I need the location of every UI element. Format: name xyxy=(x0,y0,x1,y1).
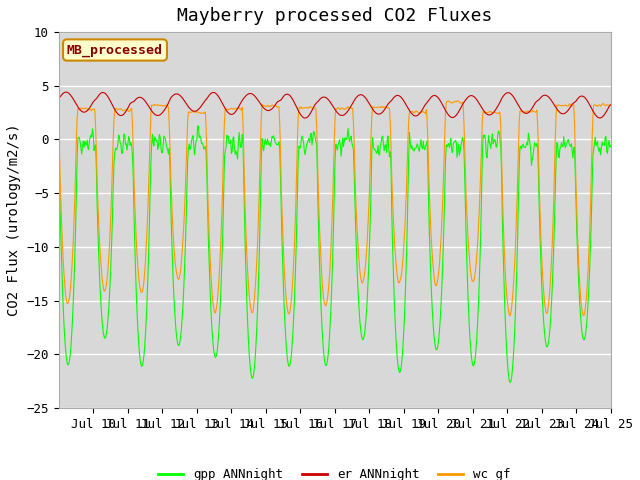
gpp_ANNnight xyxy=(207,317,215,323)
gpp_ANNnight xyxy=(122,142,129,147)
gpp_ANNnight xyxy=(607,143,614,148)
Line: gpp_ANNnight: gpp_ANNnight xyxy=(59,126,611,383)
wc_gf xyxy=(122,107,129,113)
Y-axis label: CO2 Flux (urology/m2/s): CO2 Flux (urology/m2/s) xyxy=(7,124,21,316)
wc_gf xyxy=(55,123,63,129)
gpp_ANNnight xyxy=(65,361,72,367)
er_ANNnight xyxy=(63,89,70,95)
Legend: gpp_ANNnight, er_ANNnight, wc_gf: gpp_ANNnight, er_ANNnight, wc_gf xyxy=(154,463,516,480)
gpp_ANNnight xyxy=(419,146,426,152)
er_ANNnight xyxy=(403,104,411,109)
gpp_ANNnight xyxy=(178,324,186,330)
er_ANNnight xyxy=(301,115,309,121)
er_ANNnight xyxy=(66,91,74,97)
wc_gf xyxy=(607,102,614,108)
Line: er_ANNnight: er_ANNnight xyxy=(59,92,611,118)
gpp_ANNnight xyxy=(403,257,410,263)
wc_gf xyxy=(178,257,186,263)
er_ANNnight xyxy=(607,102,614,108)
wc_gf xyxy=(418,109,426,115)
er_ANNnight xyxy=(179,95,186,101)
Line: wc_gf: wc_gf xyxy=(59,101,611,316)
wc_gf xyxy=(65,298,72,304)
Text: MB_processed: MB_processed xyxy=(67,43,163,57)
wc_gf xyxy=(506,313,514,319)
gpp_ANNnight xyxy=(195,123,202,129)
Title: Mayberry processed CO2 Fluxes: Mayberry processed CO2 Fluxes xyxy=(177,7,492,25)
er_ANNnight xyxy=(55,95,63,101)
wc_gf xyxy=(207,268,214,274)
wc_gf xyxy=(453,98,461,104)
er_ANNnight xyxy=(207,90,215,96)
wc_gf xyxy=(402,207,410,213)
gpp_ANNnight xyxy=(55,147,63,153)
gpp_ANNnight xyxy=(506,380,514,385)
er_ANNnight xyxy=(419,105,427,111)
er_ANNnight xyxy=(122,108,130,114)
